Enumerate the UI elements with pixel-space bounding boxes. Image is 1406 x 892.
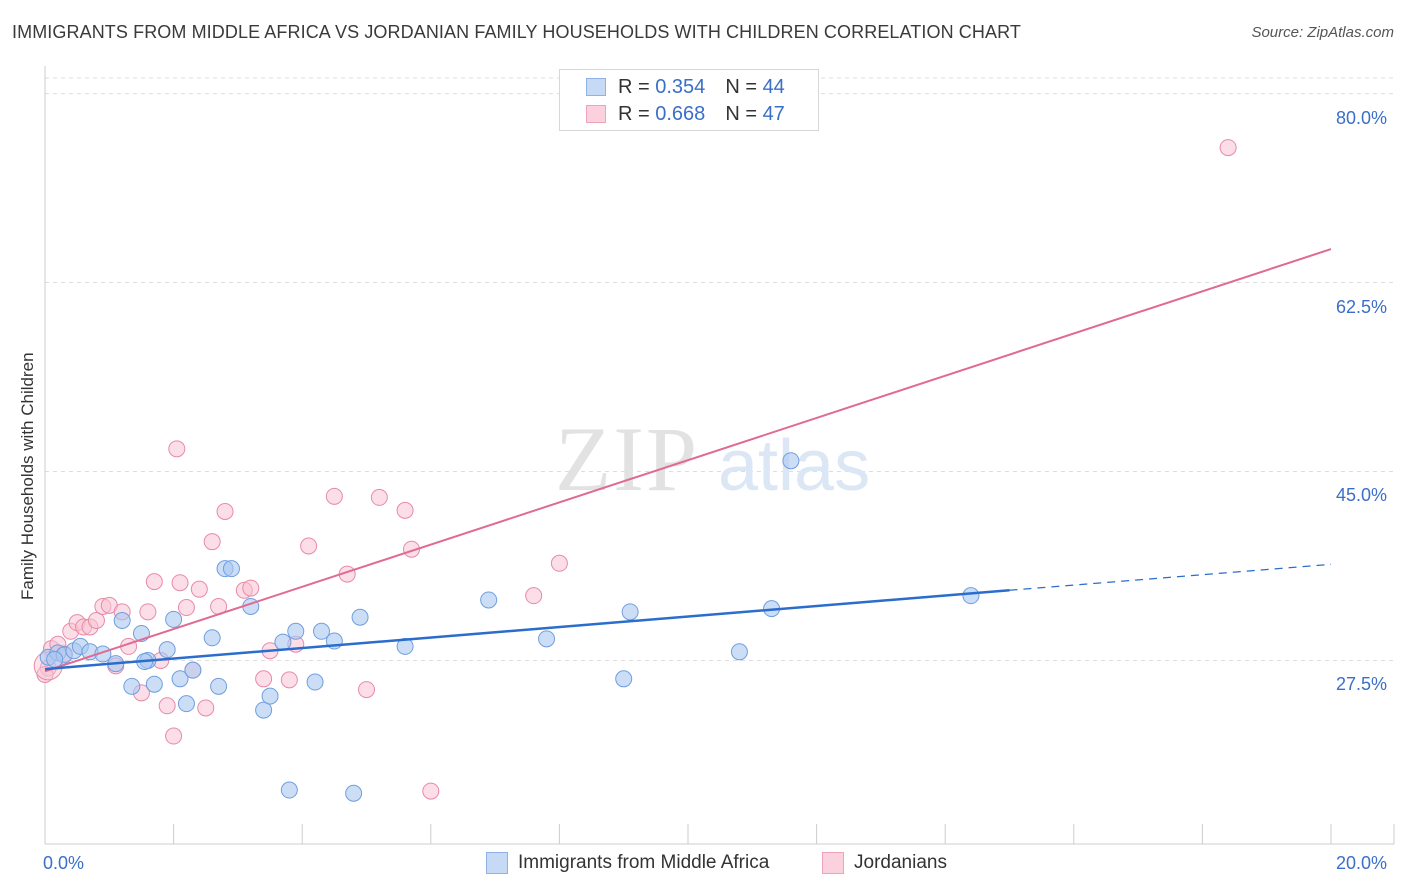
point-jordanians	[145, 573, 163, 591]
point-jordanians	[370, 488, 388, 506]
point-immigrants	[177, 695, 195, 713]
legend-row-blue: R = 0.354 N = 44	[586, 75, 785, 99]
trend-lines	[44, 248, 1332, 673]
bottom-legend-swatch-blue	[486, 852, 508, 874]
point-immigrants	[171, 670, 189, 688]
legend-n-label: N =	[725, 102, 757, 125]
point-jordanians	[325, 487, 343, 505]
legend-swatch-blue	[586, 78, 606, 96]
bottom-legend-label-immigrants: Immigrants from Middle Africa	[518, 852, 770, 873]
point-jordanians	[87, 611, 105, 629]
point-jordanians	[171, 574, 189, 592]
point-jordanians	[158, 697, 176, 715]
point-immigrants	[351, 608, 369, 626]
point-immigrants	[158, 641, 176, 659]
point-immigrants	[210, 677, 228, 695]
point-immigrants	[730, 643, 748, 661]
point-jordanians	[165, 727, 183, 745]
x-tick-label-min: 0.0%	[43, 853, 85, 873]
y-tick-label: 80.0%	[1336, 107, 1388, 128]
point-immigrants	[287, 622, 305, 640]
point-immigrants	[46, 650, 64, 668]
legend-r-value-blue: 0.354	[655, 75, 706, 98]
series-immigrants-middle-africa	[39, 452, 980, 802]
watermark: ZIP atlas	[555, 408, 870, 510]
point-immigrants	[480, 591, 498, 609]
point-jordanians	[203, 533, 221, 551]
legend-row-pink: R = 0.668 N = 47	[586, 102, 785, 126]
point-jordanians	[216, 502, 234, 520]
legend-r-value-pink: 0.668	[655, 102, 706, 125]
point-immigrants	[113, 611, 131, 629]
point-jordanians	[396, 501, 414, 519]
y-tick-label: 27.5%	[1336, 674, 1388, 695]
point-jordanians	[255, 670, 273, 688]
point-jordanians	[242, 579, 260, 597]
point-jordanians	[190, 580, 208, 598]
gridlines	[45, 77, 1394, 661]
legend-r-label: R =	[618, 75, 650, 98]
point-immigrants	[312, 622, 330, 640]
point-immigrants	[280, 781, 298, 799]
point-immigrants	[165, 610, 183, 628]
legend-r-label: R =	[618, 102, 650, 125]
source-credit: Source: ZipAtlas.com	[1251, 24, 1394, 41]
point-immigrants	[203, 629, 221, 647]
point-jordanians	[197, 699, 215, 717]
point-immigrants	[306, 673, 324, 691]
stats-legend: R = 0.354 N = 44 R = 0.668 N = 47	[559, 69, 819, 131]
x-tick-label-max: 20.0%	[1336, 853, 1388, 873]
series-jordanians	[33, 139, 1237, 800]
y-tick-label: 45.0%	[1336, 485, 1388, 506]
point-jordanians	[177, 599, 195, 617]
watermark-zip: ZIP	[555, 408, 699, 510]
point-immigrants	[615, 670, 633, 688]
bottom-legend-label-jordanians: Jordanians	[854, 852, 947, 873]
y-axis-label: Family Households with Children	[18, 352, 37, 600]
point-immigrants	[274, 633, 292, 651]
point-immigrants	[538, 630, 556, 648]
axes	[44, 66, 1395, 845]
legend-n-label: N =	[725, 75, 757, 98]
point-jordanians	[280, 671, 298, 689]
point-immigrants	[621, 603, 639, 621]
y-tick-label: 62.5%	[1336, 296, 1388, 317]
legend-n-value-blue: 44	[762, 75, 785, 98]
point-immigrants	[123, 677, 141, 695]
point-immigrants	[145, 675, 163, 693]
trend-line-immigrants	[44, 589, 1010, 671]
chart-title: IMMIGRANTS FROM MIDDLE AFRICA VS JORDANI…	[12, 22, 1021, 42]
bottom-legend-item-jordanians: Jordanians	[822, 852, 947, 874]
point-immigrants	[962, 587, 980, 605]
point-immigrants	[345, 784, 363, 802]
point-jordanians	[422, 782, 440, 800]
point-jordanians	[525, 587, 543, 605]
trend-line-immigrants-extension	[1009, 563, 1332, 591]
point-jordanians	[139, 603, 157, 621]
trend-line-jordanians	[44, 248, 1332, 673]
point-jordanians	[1219, 139, 1237, 157]
point-immigrants	[222, 560, 240, 578]
point-immigrants	[782, 452, 800, 470]
legend-n-value-pink: 47	[762, 102, 785, 125]
bottom-legend-item-immigrants: Immigrants from Middle Africa	[486, 852, 769, 874]
point-immigrants	[261, 687, 279, 705]
point-jordanians	[358, 681, 375, 699]
point-jordanians	[300, 537, 318, 555]
point-immigrants	[184, 661, 202, 679]
legend-swatch-pink	[586, 105, 606, 123]
point-jordanians	[550, 554, 568, 572]
bottom-legend-swatch-pink	[822, 852, 844, 874]
point-immigrants	[255, 701, 273, 719]
point-jordanians	[168, 440, 186, 458]
